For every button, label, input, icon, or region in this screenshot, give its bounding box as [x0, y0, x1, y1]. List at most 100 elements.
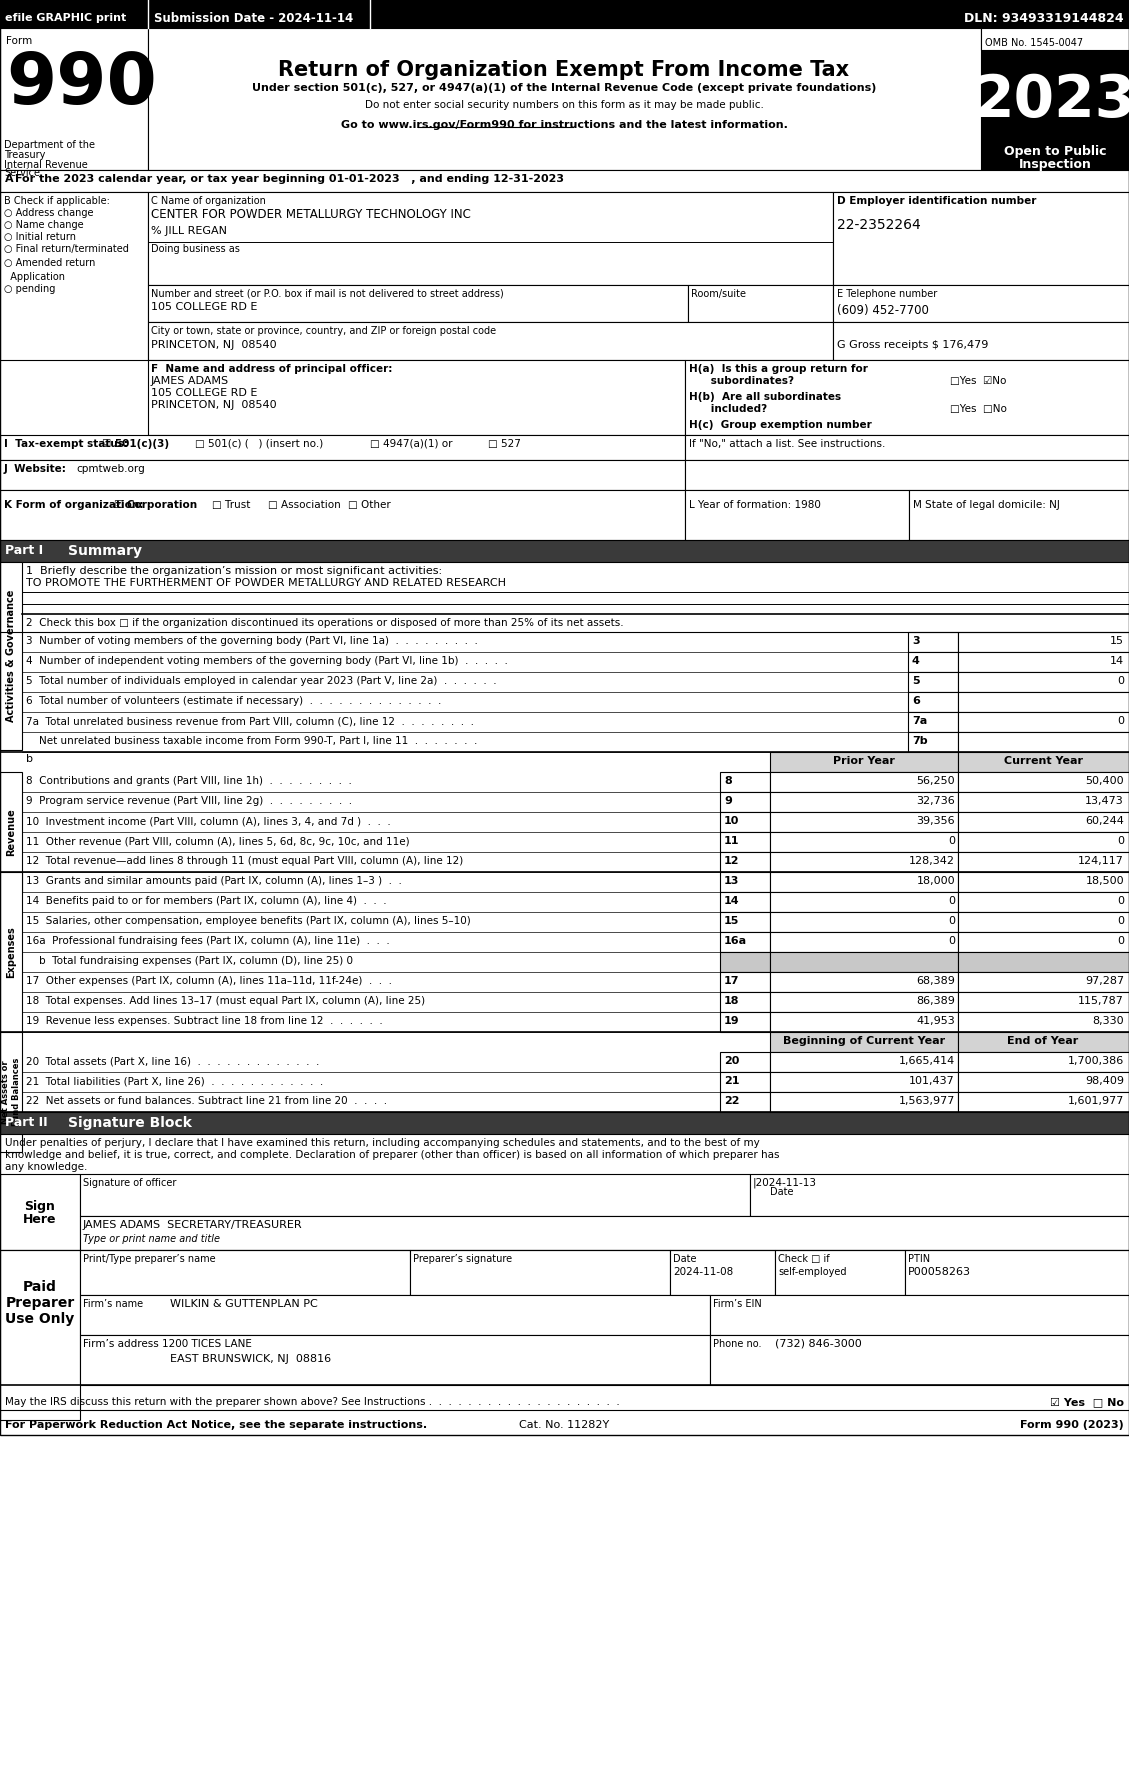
Text: 105 COLLEGE RD E: 105 COLLEGE RD E [151, 302, 257, 313]
Text: 11: 11 [724, 835, 739, 846]
Text: 98,409: 98,409 [1085, 1075, 1124, 1086]
Bar [770, 752, 959, 772]
Bar [770, 812, 959, 832]
Text: TO PROMOTE THE FURTHERMENT OF POWDER METALLURGY AND RELATED RESEARCH: TO PROMOTE THE FURTHERMENT OF POWDER MET… [26, 577, 506, 588]
Text: Phone no.: Phone no. [714, 1339, 761, 1349]
Text: ○ Final return/terminated: ○ Final return/terminated [5, 244, 129, 254]
Text: 0: 0 [1117, 715, 1124, 726]
Bar [750, 1174, 1129, 1217]
Text: For the 2023 calendar year, or tax year beginning 01-01-2023   , and ending 12-3: For the 2023 calendar year, or tax year … [15, 175, 564, 184]
Bar [959, 971, 1129, 992]
Bar [770, 1053, 959, 1072]
Bar [959, 832, 1129, 851]
Text: 39,356: 39,356 [917, 816, 955, 826]
Text: 22-2352264: 22-2352264 [837, 217, 921, 231]
Bar [720, 1012, 770, 1031]
Bar [959, 992, 1129, 1012]
Bar [770, 952, 959, 971]
Text: 13,473: 13,473 [1085, 796, 1124, 805]
Text: □ Other: □ Other [348, 500, 391, 510]
Text: 0: 0 [1117, 895, 1124, 906]
Text: Form 990 (2023): Form 990 (2023) [1021, 1420, 1124, 1430]
Text: Summary: Summary [68, 544, 142, 558]
Text: Use Only: Use Only [6, 1312, 75, 1326]
Text: 8  Contributions and grants (Part VIII, line 1h)  .  .  .  .  .  .  .  .  .: 8 Contributions and grants (Part VIII, l… [26, 775, 352, 786]
Text: 128,342: 128,342 [909, 857, 955, 865]
Bar [959, 1091, 1129, 1113]
Bar [908, 673, 959, 692]
Bar [685, 360, 1129, 434]
Bar [959, 632, 1129, 652]
Bar [959, 932, 1129, 952]
Text: A: A [5, 175, 14, 184]
Text: 6: 6 [912, 696, 920, 706]
Text: 1,665,414: 1,665,414 [899, 1056, 955, 1067]
Bar [720, 851, 770, 872]
Bar [770, 791, 959, 812]
Text: Firm’s EIN: Firm’s EIN [714, 1300, 762, 1309]
Text: Under section 501(c), 527, or 4947(a)(1) of the Internal Revenue Code (except pr: Under section 501(c), 527, or 4947(a)(1)… [252, 83, 876, 94]
Text: 15: 15 [724, 917, 739, 925]
Text: 0: 0 [1117, 835, 1124, 846]
Bar [410, 1250, 669, 1294]
Text: EAST BRUNSWICK, NJ  08816: EAST BRUNSWICK, NJ 08816 [170, 1355, 331, 1363]
Text: 18  Total expenses. Add lines 13–17 (must equal Part IX, column (A), line 25): 18 Total expenses. Add lines 13–17 (must… [26, 996, 426, 1007]
Text: 2023: 2023 [974, 71, 1129, 129]
Text: End of Year: End of Year [1007, 1037, 1078, 1045]
Text: Internal Revenue: Internal Revenue [5, 161, 88, 170]
Text: 68,389: 68,389 [916, 977, 955, 985]
Bar [0, 192, 148, 360]
Bar [720, 892, 770, 911]
Bar [720, 1091, 770, 1113]
Bar [770, 992, 959, 1012]
Bar [0, 0, 1129, 1436]
Text: Beginning of Current Year: Beginning of Current Year [782, 1037, 945, 1045]
Bar [833, 321, 1129, 360]
Bar [770, 1031, 959, 1053]
Bar [148, 360, 685, 434]
Text: any knowledge.: any knowledge. [5, 1162, 87, 1173]
Text: □ 4947(a)(1) or: □ 4947(a)(1) or [370, 440, 453, 449]
Text: G Gross receipts $ 176,479: G Gross receipts $ 176,479 [837, 341, 988, 350]
Text: Application: Application [5, 272, 65, 283]
Bar [959, 692, 1129, 712]
Text: knowledge and belief, it is true, correct, and complete. Declaration of preparer: knowledge and belief, it is true, correc… [5, 1150, 779, 1160]
Text: I  Tax-exempt status:: I Tax-exempt status: [5, 440, 128, 449]
Text: 0: 0 [948, 835, 955, 846]
Bar [981, 49, 1129, 131]
Bar [0, 1031, 21, 1151]
Bar [833, 284, 1129, 321]
Text: Do not enter social security numbers on this form as it may be made public.: Do not enter social security numbers on … [365, 101, 763, 109]
Text: 4: 4 [912, 655, 920, 666]
Text: 17: 17 [724, 977, 739, 985]
Text: 7a: 7a [912, 715, 927, 726]
Text: b  Total fundraising expenses (Part IX, column (D), line 25) 0: b Total fundraising expenses (Part IX, c… [26, 955, 353, 966]
Text: Part I: Part I [5, 544, 43, 556]
Bar [720, 971, 770, 992]
Bar [0, 562, 21, 751]
Text: H(b)  Are all subordinates: H(b) Are all subordinates [689, 392, 841, 403]
Text: (732) 846-3000: (732) 846-3000 [774, 1339, 861, 1349]
Bar [908, 652, 959, 673]
Bar [720, 832, 770, 851]
Bar [959, 1072, 1129, 1091]
Text: Form: Form [6, 35, 33, 46]
Bar [80, 1217, 1129, 1250]
Text: 15: 15 [1110, 636, 1124, 646]
Text: □Yes  ☑No: □Yes ☑No [949, 376, 1006, 387]
Text: 21  Total liabilities (Part X, line 26)  .  .  .  .  .  .  .  .  .  .  .  .: 21 Total liabilities (Part X, line 26) .… [26, 1075, 323, 1086]
Text: ☑ Corporation: ☑ Corporation [114, 500, 198, 510]
Text: 0: 0 [1117, 917, 1124, 925]
Bar [770, 932, 959, 952]
Text: 0: 0 [1117, 936, 1124, 947]
Bar [0, 28, 148, 170]
Text: 60,244: 60,244 [1085, 816, 1124, 826]
Text: included?: included? [689, 404, 767, 413]
Text: PTIN: PTIN [908, 1254, 930, 1264]
Bar [770, 971, 959, 992]
Bar [770, 1091, 959, 1113]
Text: % JILL REGAN: % JILL REGAN [151, 226, 227, 237]
Text: 18,500: 18,500 [1085, 876, 1124, 887]
Bar [685, 459, 1129, 489]
Text: 97,287: 97,287 [1085, 977, 1124, 985]
